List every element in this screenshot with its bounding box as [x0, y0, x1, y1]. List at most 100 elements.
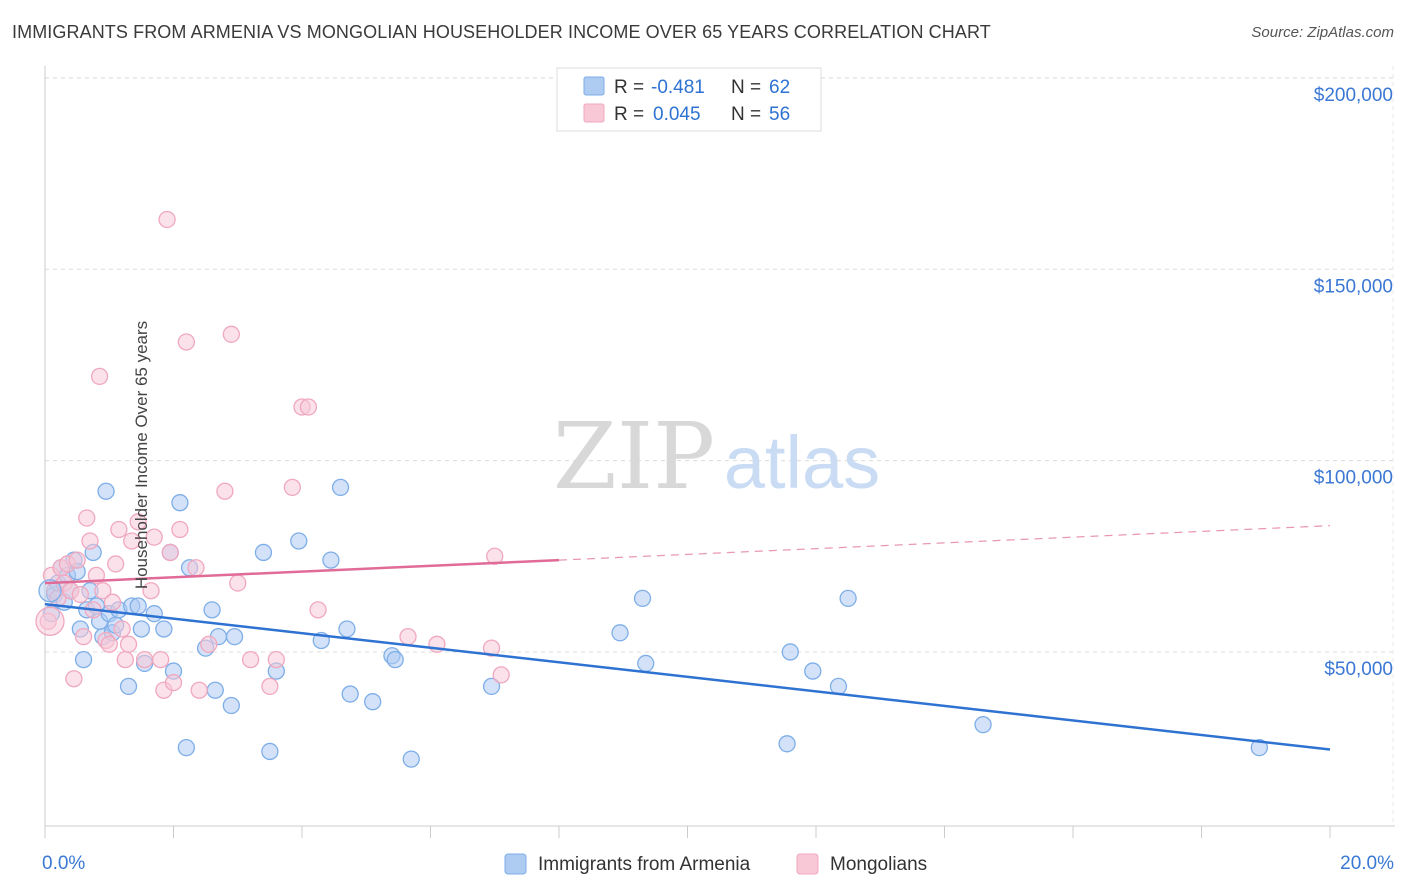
armenia-point [633, 589, 652, 608]
stats-n-label-armenia: N = [731, 77, 761, 98]
armenia-point [145, 605, 163, 623]
armenia-trend-line [44, 602, 1331, 751]
mongolians-point [190, 681, 208, 699]
armenia-point [290, 532, 308, 550]
mongolians-point [158, 210, 176, 229]
armenia-point [364, 693, 382, 711]
mongolians-point [100, 635, 118, 653]
chart-title: IMMIGRANTS FROM ARMENIA VS MONGOLIAN HOU… [12, 22, 991, 42]
stats-r-value-mongolians: 0.045 [653, 104, 701, 125]
y-tick-label: $50,000 [1324, 659, 1393, 680]
mongolians-point [74, 627, 93, 646]
armenia-point [331, 478, 350, 497]
mongolians-point [116, 650, 134, 669]
mongolians-trend-line [44, 558, 560, 585]
series-legend: Immigrants from Armenia Mongolians [504, 853, 927, 875]
armenia-point [778, 735, 796, 753]
legend-swatch-armenia [504, 853, 527, 875]
source-name: ZipAtlas.com [1307, 24, 1394, 41]
stats-legend: R = -0.481 N = 62 R = 0.045 N = 56 [556, 67, 822, 132]
mongolians-point [123, 532, 141, 550]
source-credit: Source: ZipAtlas.com [1251, 24, 1394, 41]
armenia-point [804, 662, 822, 680]
armenia-point [261, 742, 279, 761]
mongolians-point [492, 666, 510, 684]
armenia-point [119, 677, 138, 696]
mongolians-point [135, 650, 154, 669]
trend-lines [44, 525, 1331, 751]
x-tick-label: 20.0% [1340, 853, 1394, 874]
armenia-point [386, 650, 404, 669]
armenia-point [222, 696, 240, 715]
mongolians-point [267, 650, 285, 669]
mongolians-point [309, 601, 327, 619]
mongolians-point [216, 482, 234, 500]
mongolians-point [65, 670, 83, 688]
armenia-point [254, 543, 273, 562]
mongolians-point [119, 635, 138, 653]
mongolians-point [151, 650, 170, 669]
armenia-point [171, 494, 189, 512]
y-axis-label: Householder Income Over 65 years [132, 320, 152, 590]
stats-n-label-mongolians: N = [731, 104, 761, 125]
armenia-point [97, 482, 115, 500]
mongolians-point [90, 367, 109, 386]
mongolians-point [103, 593, 122, 611]
mongolians-point [68, 551, 86, 569]
armenia-point [482, 677, 501, 696]
armenia-point [129, 597, 147, 615]
armenia-point [132, 620, 151, 638]
armenia-point [203, 601, 221, 619]
mongolians-point [164, 673, 183, 692]
mongolians-point [241, 650, 260, 669]
armenia-point [781, 643, 799, 661]
armenia-point [402, 750, 420, 768]
stats-n-value-armenia: 62 [769, 77, 790, 98]
legend-label-armenia: Immigrants from Armenia [538, 854, 751, 875]
mongolians-point [399, 627, 417, 646]
armenia-point [839, 589, 857, 608]
mongolians-point [187, 559, 205, 577]
mongolians-point [142, 582, 160, 600]
mongolians-point [71, 585, 89, 604]
mongolians-point [161, 543, 179, 562]
armenia-point [225, 627, 244, 646]
y-tick-label: $100,000 [1314, 468, 1393, 489]
x-tick-label: 0.0% [42, 853, 85, 874]
armenia-point [74, 650, 93, 669]
mongolians-point [35, 606, 65, 636]
stats-n-value-mongolians: 56 [769, 104, 790, 125]
armenia-point [1250, 738, 1268, 757]
mongolians-point [78, 509, 96, 527]
data-points [35, 210, 1268, 768]
y-tick-label: $200,000 [1314, 85, 1393, 106]
armenia-point [338, 620, 356, 638]
stats-swatch-mongolians [583, 103, 605, 123]
armenia-point [974, 716, 992, 734]
mongolians-point [107, 555, 125, 573]
mongolians-point [261, 677, 279, 696]
mongolians-point [486, 547, 504, 565]
y-tick-label: $150,000 [1314, 276, 1393, 297]
mongolians-point [177, 333, 196, 351]
armenia-point [206, 681, 224, 699]
stats-r-value-armenia: -0.481 [651, 77, 705, 98]
mongolians-point [110, 520, 128, 539]
mongolians-point [129, 513, 147, 531]
mongolians-point [283, 478, 302, 497]
armenia-point [637, 654, 655, 673]
mongolians-point [145, 528, 163, 546]
gridlines [45, 77, 1395, 653]
mongolians-point [200, 635, 218, 653]
mongolians-point [482, 639, 501, 657]
tick-labels: $50,000 $100,000 $150,000 $200,000 0.0% 20.0% [42, 85, 1394, 874]
armenia-point [177, 738, 196, 757]
armenia-point [611, 624, 629, 642]
axes [44, 66, 1395, 838]
legend-label-mongolians: Mongolians [830, 854, 927, 875]
armenia-point [322, 551, 340, 569]
watermark-atlas: atlas [724, 421, 880, 504]
stats-swatch-armenia [583, 76, 605, 96]
mongolians-point [222, 325, 240, 343]
